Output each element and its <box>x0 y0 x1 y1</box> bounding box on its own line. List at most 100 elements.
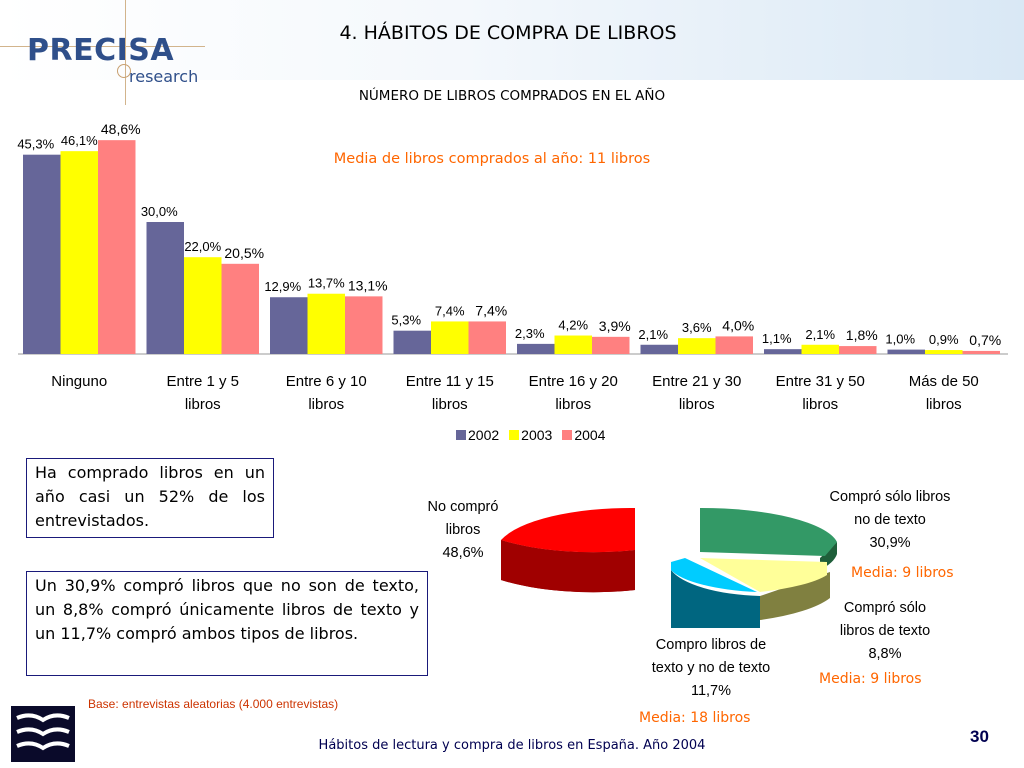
data-label: 2,3% <box>515 326 545 341</box>
bar-2004-4 <box>592 336 630 354</box>
bar-2004-7 <box>962 350 1000 354</box>
legend-swatch-2002 <box>456 430 466 440</box>
bar-2003-2 <box>307 293 345 354</box>
data-label: 45,3% <box>17 137 54 152</box>
bar-2004-3 <box>468 321 506 354</box>
pie-label-value: 8,8% <box>868 646 902 662</box>
bar-2003-0 <box>60 151 98 354</box>
pie-label-value: 11,7% <box>690 683 732 699</box>
bar-2002-1 <box>146 222 184 354</box>
logo-line-horizontal <box>0 46 205 47</box>
logo-crosshair-icon <box>117 64 131 78</box>
pie-label-line: Compro libros de <box>655 637 767 653</box>
bar-2004-6 <box>839 346 877 354</box>
pie-label-line: texto y no de texto <box>651 660 771 676</box>
pie-media-no-texto: Media: 9 libros <box>851 565 954 581</box>
pie-label-line: Compró sólo libros <box>829 489 951 505</box>
pie-media-ambos: Media: 18 libros <box>639 710 751 726</box>
legend-item-2003: 2003 <box>509 427 552 443</box>
data-label: 7,4% <box>435 303 465 318</box>
page-number: 30 <box>970 727 989 746</box>
data-label: 0,9% <box>929 332 959 347</box>
category-label: Entre 6 y 10 <box>286 373 367 390</box>
data-label: 46,1% <box>61 133 98 148</box>
pie-label-ambos: Compro libros de texto y no de texto 11,… <box>624 634 798 703</box>
data-label: 30,0% <box>141 204 178 219</box>
data-label: 12,9% <box>264 279 301 294</box>
pie-label-no-compro: No compró libros 48,6% <box>398 496 528 565</box>
pie-slice-no-compro <box>501 507 635 553</box>
data-label: 4,0% <box>722 317 754 333</box>
pie-slice-side-solo-texto <box>760 572 830 620</box>
data-label: 1,1% <box>762 331 792 346</box>
bar-2004-5 <box>715 336 753 354</box>
precisa-logo: PRECISA research <box>0 0 210 110</box>
header-background <box>0 0 1024 80</box>
pie-slice-side-ambos <box>671 570 760 628</box>
legend-item-2004: 2004 <box>562 427 605 443</box>
pie-label-no-texto: Compró sólo libros no de texto 30,9% <box>800 486 980 555</box>
data-label: 2,1% <box>805 327 835 342</box>
bar-2002-4 <box>517 343 555 354</box>
bar-2002-5 <box>640 344 678 354</box>
logo-line-vertical <box>125 0 126 105</box>
chart-title: NÚMERO DE LIBROS COMPRADOS EN EL AÑO <box>358 88 666 104</box>
bar-2002-2 <box>270 297 308 354</box>
bar-2003-7 <box>925 350 963 354</box>
legend-label-2004: 2004 <box>574 427 606 443</box>
base-note: Base: entrevistas aleatorias (4.000 entr… <box>88 697 339 711</box>
pie-slice-ambos <box>671 558 757 592</box>
chart-legend: 2002 2003 2004 <box>456 427 611 443</box>
data-label: 2,1% <box>638 327 668 342</box>
data-label: 4,2% <box>558 318 588 333</box>
pie-label-value: 30,9% <box>869 535 911 551</box>
legend-swatch-2004 <box>562 430 573 440</box>
bar-2003-4 <box>554 335 592 354</box>
category-label: libros <box>432 396 468 413</box>
legend-item-2002: 2002 <box>456 427 499 443</box>
logo-subtext: research <box>129 67 199 86</box>
category-label: Entre 1 y 5 <box>166 373 239 390</box>
category-label: libros <box>802 396 838 413</box>
bar-2003-5 <box>678 338 716 354</box>
bar-2003-3 <box>431 321 469 354</box>
legend-label-2002: 2002 <box>468 427 500 443</box>
data-label: 1,0% <box>885 332 915 347</box>
data-label: 1,8% <box>846 327 878 343</box>
pie-label-value: 48,6% <box>442 545 484 561</box>
summary-box-book-types: Un 30,9% compró libros que no son de tex… <box>26 571 428 676</box>
data-label: 3,6% <box>682 320 712 335</box>
category-label: libros <box>185 396 221 413</box>
bar-2002-3 <box>393 330 431 354</box>
bar-2002-0 <box>23 154 61 354</box>
category-label: Entre 16 y 20 <box>529 373 618 390</box>
bar-2002-7 <box>887 349 925 354</box>
data-label: 3,9% <box>599 318 631 334</box>
summary-box-buyers: Ha comprado libros en un año casi un 52%… <box>26 458 274 538</box>
data-label: 5,3% <box>391 313 421 328</box>
category-label: Más de 50 <box>909 373 979 390</box>
pie-label-line: libros <box>445 522 481 538</box>
data-label: 13,1% <box>348 277 388 293</box>
category-label: Ninguno <box>51 373 107 390</box>
pie-slice-no-texto <box>700 507 837 556</box>
chart-annotation: Media de libros comprados al año: 11 lib… <box>333 151 651 167</box>
data-label: 13,7% <box>308 276 345 291</box>
pie-label-line: Compró sólo <box>843 600 927 616</box>
footer-text: Hábitos de lectura y compra de libros en… <box>318 738 706 753</box>
legend-swatch-2003 <box>509 430 520 440</box>
category-label: Entre 11 y 15 <box>406 373 494 390</box>
bar-2002-6 <box>764 349 802 354</box>
logo-text: PRECISA <box>27 33 175 68</box>
book-logo-icon <box>11 706 75 762</box>
pie-media-solo-texto: Media: 9 libros <box>819 671 922 687</box>
category-label: libros <box>926 396 962 413</box>
page-title: 4. HÁBITOS DE COMPRA DE LIBROS <box>339 22 677 44</box>
data-label: 7,4% <box>475 302 507 318</box>
pie-label-line: libros de texto <box>839 623 931 639</box>
pie-slice-side-no-compro-front <box>501 540 635 593</box>
bar-2004-0 <box>98 140 136 354</box>
category-label: libros <box>679 396 715 413</box>
pie-chart <box>501 507 837 628</box>
category-label: Entre 31 y 50 <box>776 373 865 390</box>
